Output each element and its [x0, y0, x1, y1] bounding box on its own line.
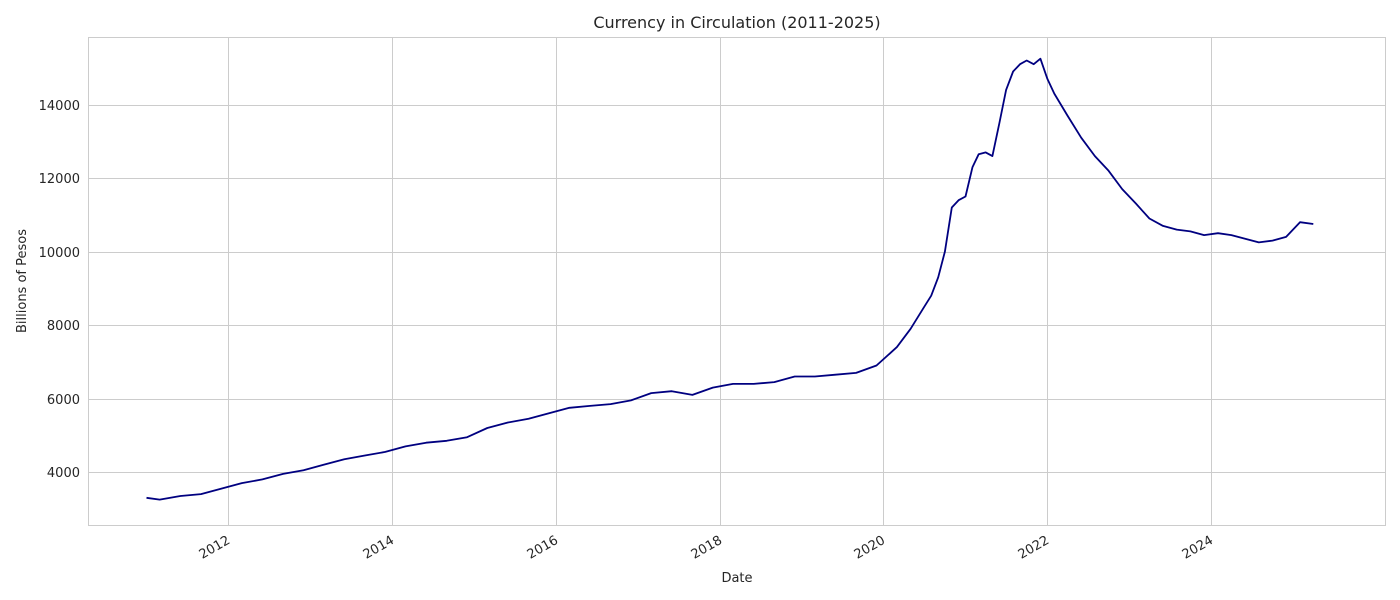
x-tick-label: 2012: [197, 533, 233, 563]
chart-title: Currency in Circulation (2011-2025): [593, 13, 880, 32]
y-tick-label: 8000: [47, 319, 80, 334]
y-tick-label: 4000: [47, 466, 80, 481]
y-tick-label: 6000: [47, 393, 80, 408]
y-axis-label: Billions of Pesos: [15, 229, 30, 333]
x-tick-label: 2022: [1016, 533, 1052, 563]
x-tick-label: 2018: [689, 533, 725, 563]
y-tick-label: 12000: [39, 172, 80, 187]
x-tick-label: 2016: [525, 533, 561, 563]
grid: [88, 37, 1385, 525]
x-axis-ticks: 2012 2014 2016 2018 2020 2022 2024: [197, 533, 1216, 563]
y-axis-ticks: 4000 6000 8000 10000 12000 14000: [39, 99, 80, 481]
series-line-layer: [146, 57, 1314, 501]
y-tick-label: 10000: [39, 246, 80, 261]
x-axis-label: Date: [721, 571, 752, 586]
x-tick-label: 2020: [852, 533, 888, 563]
series-line: [146, 57, 1314, 501]
plot-area-frame: [88, 37, 1386, 526]
x-tick-label: 2024: [1180, 533, 1216, 563]
y-tick-label: 14000: [39, 99, 80, 114]
x-tick-label: 2014: [361, 533, 397, 563]
